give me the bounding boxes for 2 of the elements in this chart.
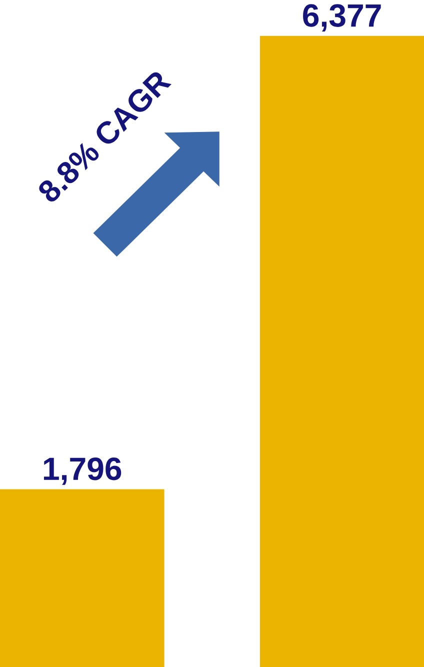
data-label: 6,377 [302, 4, 381, 32]
data-label: 1,796 [44, 458, 122, 485]
